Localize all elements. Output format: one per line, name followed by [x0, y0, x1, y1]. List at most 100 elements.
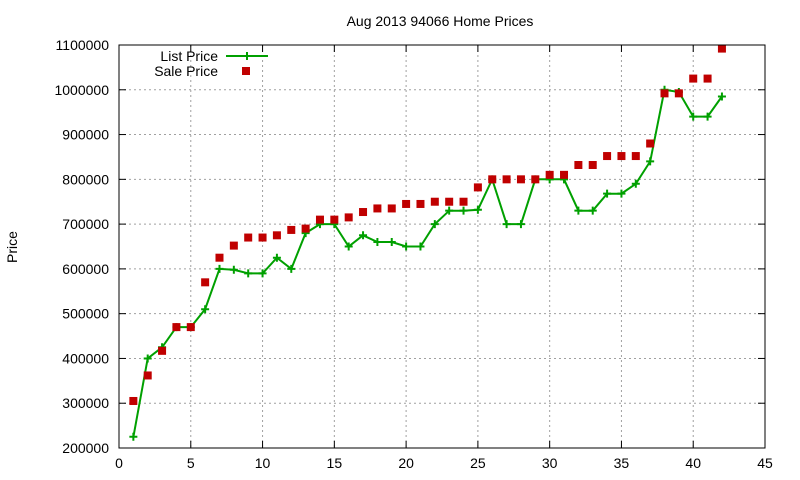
sale-price-point [258, 233, 267, 242]
sale-price-point [717, 44, 726, 53]
sale-price-point [574, 161, 583, 170]
sale-price-point [502, 175, 511, 184]
y-tick-label: 400000 [62, 350, 109, 366]
tick-labels: 0 5 10 15 20 25 30 35 40 45 200000 300000 400000 5000… [54, 37, 773, 471]
sale-price-point [617, 152, 626, 161]
sale-price-point [373, 204, 382, 213]
list-price-point [689, 112, 698, 121]
sale-price-point [287, 225, 296, 234]
sale-price-point [531, 175, 540, 184]
sale-price-point [402, 199, 411, 208]
x-tick-label: 15 [327, 455, 343, 471]
list-price-point [359, 231, 368, 240]
list-price-point [717, 92, 726, 101]
sale-price-point [430, 197, 439, 206]
series-layer [129, 44, 726, 441]
y-tick-label: 300000 [62, 395, 109, 411]
sale-price-point [315, 215, 324, 224]
x-tick-label: 25 [470, 455, 486, 471]
y-tick-label: 1100000 [56, 37, 110, 53]
y-tick-label: 600000 [62, 261, 109, 277]
list-price-point [258, 269, 267, 278]
sale-price-point [660, 89, 669, 98]
sale-price-point [689, 74, 698, 83]
series-list-price [129, 85, 726, 441]
y-tick-label: 1000000 [54, 82, 109, 98]
legend-swatch-sale-price [242, 67, 250, 75]
y-tick-label: 800000 [62, 171, 109, 187]
y-tick-label: 700000 [62, 216, 109, 232]
x-tick-label: 20 [398, 455, 414, 471]
sale-price-point [588, 161, 597, 170]
list-price-point [445, 206, 454, 215]
list-price-point [603, 189, 612, 198]
list-price-point [272, 253, 281, 262]
x-tick-label: 10 [255, 455, 271, 471]
sale-price-point [488, 175, 497, 184]
sale-price-point [674, 89, 683, 98]
sale-price-point [301, 224, 310, 233]
sale-price-point [560, 170, 569, 179]
list-price-point [244, 269, 253, 278]
list-price-point [373, 238, 382, 247]
sale-price-point [445, 197, 454, 206]
sale-price-point [201, 278, 210, 287]
x-tick-label: 40 [685, 455, 701, 471]
chart-title: Aug 2013 94066 Home Prices [347, 13, 534, 29]
list-price-point [502, 220, 511, 229]
y-tick-label: 500000 [62, 306, 109, 322]
sale-price-point [330, 215, 339, 224]
plot-frame [118, 44, 766, 449]
list-price-point [617, 189, 626, 198]
y-axis-label: Price [4, 231, 20, 263]
x-tick-label: 5 [187, 455, 195, 471]
sale-price-point [272, 231, 281, 240]
grid [118, 44, 766, 449]
legend-label-sale-price: Sale Price [154, 63, 218, 79]
list-price-point [201, 305, 210, 314]
sale-price-point [359, 208, 368, 217]
y-tick-label: 900000 [62, 127, 109, 143]
legend-marker-list-price [243, 52, 251, 60]
list-price-point [416, 242, 425, 251]
list-price-point [646, 157, 655, 166]
list-price-point [703, 112, 712, 121]
series-sale-price [129, 44, 726, 405]
list-price-point [574, 206, 583, 215]
list-price-point [387, 238, 396, 247]
list-price-point [143, 354, 152, 363]
x-tick-label: 0 [115, 455, 123, 471]
list-price-point [287, 264, 296, 273]
list-price-point [344, 242, 353, 251]
x-tick-label: 30 [542, 455, 558, 471]
list-price-point [588, 206, 597, 215]
sale-price-point [473, 183, 482, 192]
y-tick-label: 200000 [62, 440, 109, 456]
list-price-point [402, 242, 411, 251]
sale-price-point [215, 253, 224, 262]
list-price-point [229, 265, 238, 274]
sale-price-point [229, 241, 238, 250]
sale-price-point [186, 323, 195, 332]
legend-label-list-price: List Price [160, 48, 218, 64]
x-tick-label: 35 [614, 455, 630, 471]
sale-price-point [416, 199, 425, 208]
list-price-point [430, 220, 439, 229]
list-price-point [129, 432, 138, 441]
list-price-point [459, 206, 468, 215]
sale-price-point [172, 323, 181, 332]
sale-price-point [703, 74, 712, 83]
list-price-point [631, 179, 640, 188]
sale-price-point [516, 175, 525, 184]
sale-price-point [545, 170, 554, 179]
list-price-point [516, 220, 525, 229]
sale-price-point [603, 152, 612, 161]
sale-price-point [158, 346, 167, 355]
sale-price-point [459, 197, 468, 206]
sale-price-point [631, 152, 640, 161]
sale-price-point [344, 213, 353, 222]
list-price-line [132, 88, 723, 437]
list-price-point [215, 264, 224, 273]
